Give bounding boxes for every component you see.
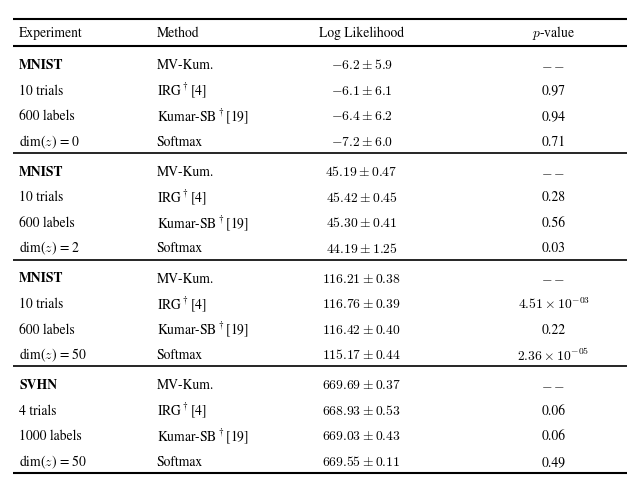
Text: $2.36 \times 10^{-05}$: $2.36 \times 10^{-05}$	[518, 347, 589, 364]
Text: 10 trials: 10 trials	[19, 84, 63, 98]
Text: SVHN: SVHN	[19, 379, 58, 392]
Text: 600 labels: 600 labels	[19, 216, 75, 230]
Text: $669.55 \pm 0.11$: $669.55 \pm 0.11$	[323, 455, 401, 469]
Text: $--$: $--$	[541, 59, 566, 72]
Text: IRG$^\dagger$[4]: IRG$^\dagger$[4]	[157, 82, 207, 100]
Text: 0.56: 0.56	[541, 216, 566, 230]
Text: Experiment: Experiment	[19, 27, 83, 40]
Text: 0.28: 0.28	[541, 191, 566, 204]
Text: $--$: $--$	[541, 165, 566, 179]
Text: Softmax: Softmax	[157, 242, 203, 256]
Text: $-6.2 \pm 5.9$: $-6.2 \pm 5.9$	[330, 59, 393, 73]
Text: 0.06: 0.06	[541, 430, 566, 443]
Text: MV-Kum.: MV-Kum.	[157, 272, 214, 286]
Text: dim($z$) = 50: dim($z$) = 50	[19, 347, 87, 364]
Text: MNIST: MNIST	[19, 59, 64, 72]
Text: $--$: $--$	[541, 379, 566, 392]
Text: Softmax: Softmax	[157, 135, 203, 149]
Text: $--$: $--$	[541, 272, 566, 286]
Text: 10 trials: 10 trials	[19, 191, 63, 204]
Text: dim($z$) = 50: dim($z$) = 50	[19, 453, 87, 471]
Text: MV-Kum.: MV-Kum.	[157, 165, 214, 179]
Text: 10 trials: 10 trials	[19, 298, 63, 311]
Text: IRG$^\dagger$[4]: IRG$^\dagger$[4]	[157, 402, 207, 420]
Text: Softmax: Softmax	[157, 349, 203, 362]
Text: 0.49: 0.49	[541, 455, 566, 469]
Text: $45.42 \pm 0.45$: $45.42 \pm 0.45$	[326, 191, 397, 205]
Text: Softmax: Softmax	[157, 455, 203, 469]
Text: $44.19 \pm 1.25$: $44.19 \pm 1.25$	[326, 242, 397, 256]
Text: dim($z$) = 2: dim($z$) = 2	[19, 240, 81, 258]
Text: 0.03: 0.03	[541, 242, 566, 256]
Text: 0.97: 0.97	[541, 84, 566, 98]
Text: $669.03 \pm 0.43$: $669.03 \pm 0.43$	[322, 430, 401, 443]
Text: $116.21 \pm 0.38$: $116.21 \pm 0.38$	[322, 272, 401, 286]
Text: $-7.2 \pm 6.0$: $-7.2 \pm 6.0$	[330, 135, 393, 149]
Text: MNIST: MNIST	[19, 273, 64, 286]
Text: $116.76 \pm 0.39$: $116.76 \pm 0.39$	[322, 298, 401, 311]
Text: IRG$^\dagger$[4]: IRG$^\dagger$[4]	[157, 188, 207, 207]
Text: Method: Method	[157, 27, 200, 40]
Text: 0.06: 0.06	[541, 404, 566, 418]
Text: 1000 labels: 1000 labels	[19, 430, 82, 443]
Text: 4 trials: 4 trials	[19, 404, 56, 418]
Text: Kumar-SB$^\dagger$[19]: Kumar-SB$^\dagger$[19]	[157, 107, 249, 126]
Text: $4.51 \times 10^{-03}$: $4.51 \times 10^{-03}$	[518, 297, 589, 312]
Text: $45.19 \pm 0.47$: $45.19 \pm 0.47$	[326, 165, 397, 179]
Text: $115.17 \pm 0.44$: $115.17 \pm 0.44$	[322, 349, 401, 363]
Text: 600 labels: 600 labels	[19, 323, 75, 337]
Text: 600 labels: 600 labels	[19, 110, 75, 123]
Text: $45.30 \pm 0.41$: $45.30 \pm 0.41$	[326, 216, 397, 230]
Text: $668.93 \pm 0.53$: $668.93 \pm 0.53$	[322, 404, 401, 418]
Text: $-6.1 \pm 6.1$: $-6.1 \pm 6.1$	[331, 84, 392, 98]
Text: dim($z$) = 0: dim($z$) = 0	[19, 133, 81, 151]
Text: Kumar-SB$^\dagger$[19]: Kumar-SB$^\dagger$[19]	[157, 321, 249, 339]
Text: Log Likelihood: Log Likelihood	[319, 27, 404, 40]
Text: 0.71: 0.71	[541, 135, 566, 149]
Text: MNIST: MNIST	[19, 166, 64, 179]
Text: 0.94: 0.94	[541, 110, 566, 123]
Text: MV-Kum.: MV-Kum.	[157, 379, 214, 392]
Text: IRG$^\dagger$[4]: IRG$^\dagger$[4]	[157, 295, 207, 314]
Text: $p$-value: $p$-value	[532, 24, 575, 42]
Text: $116.42 \pm 0.40$: $116.42 \pm 0.40$	[322, 323, 401, 337]
Text: $669.69 \pm 0.37$: $669.69 \pm 0.37$	[322, 379, 401, 392]
Text: Kumar-SB$^\dagger$[19]: Kumar-SB$^\dagger$[19]	[157, 427, 249, 446]
Text: MV-Kum.: MV-Kum.	[157, 59, 214, 72]
Text: 0.22: 0.22	[541, 323, 566, 337]
Text: $-6.4 \pm 6.2$: $-6.4 \pm 6.2$	[331, 110, 392, 123]
Text: Kumar-SB$^\dagger$[19]: Kumar-SB$^\dagger$[19]	[157, 214, 249, 232]
